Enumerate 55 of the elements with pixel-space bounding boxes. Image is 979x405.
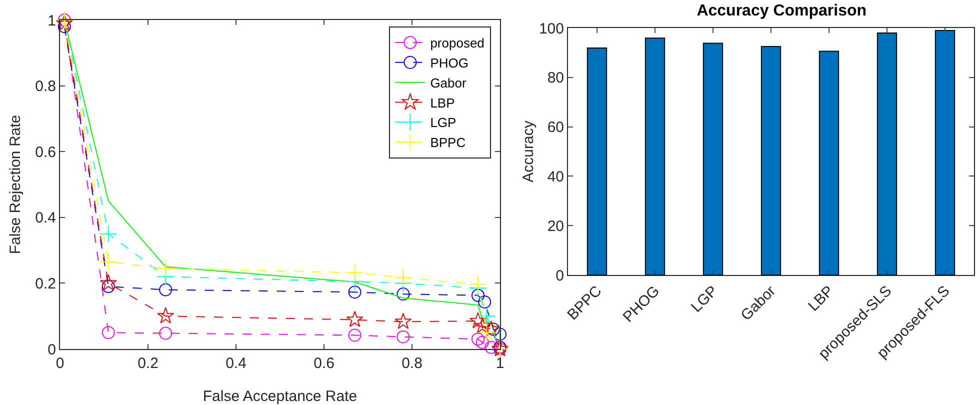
- point: [100, 252, 118, 271]
- point: [476, 336, 489, 349]
- y-tick-label: 40: [547, 168, 564, 186]
- point: [100, 274, 117, 290]
- legend-label: LGP: [430, 115, 456, 130]
- x-tick-label: 1: [496, 355, 504, 372]
- legend-label: PHOG: [430, 56, 468, 70]
- y-tick-label: 80: [547, 70, 564, 87]
- point: [478, 307, 496, 325]
- point: [102, 326, 115, 340]
- x-tick-label: 0.8: [402, 355, 422, 372]
- point: [346, 264, 364, 282]
- point: [100, 224, 118, 243]
- point: [472, 332, 484, 346]
- y-tick-label: 60: [547, 119, 564, 136]
- point: [474, 317, 491, 334]
- point: [469, 275, 487, 294]
- point: [478, 295, 492, 308]
- legend-label: Gabor: [430, 75, 467, 90]
- x-tick-label: 0.2: [138, 355, 158, 372]
- point: [348, 328, 362, 342]
- point: [157, 307, 174, 324]
- point: [56, 14, 73, 31]
- point: [156, 260, 174, 278]
- point: [348, 286, 362, 299]
- x-axis-title: False Acceptance Rate: [202, 388, 358, 405]
- point: [470, 312, 486, 328]
- point: [159, 326, 172, 340]
- legend-label: BPPC: [430, 135, 466, 150]
- point: [472, 288, 484, 302]
- point: [494, 328, 506, 341]
- point: [159, 283, 172, 296]
- point: [394, 312, 412, 329]
- y-tick-label: 0: [556, 267, 564, 284]
- y-axis-title: Accuracy: [520, 120, 537, 182]
- y-tick-label: 0.4: [35, 210, 56, 227]
- y-tick-label: 1: [48, 12, 56, 30]
- legend-label: LBP: [430, 95, 455, 110]
- legend-label: proposed: [430, 36, 484, 51]
- point: [346, 310, 364, 328]
- point: [486, 322, 500, 336]
- point: [396, 288, 410, 301]
- x-tick-label: 0.6: [314, 355, 334, 372]
- y-axis-title: False Rejection Rate: [7, 114, 24, 254]
- point: [394, 268, 412, 287]
- chart-title: Accuracy Comparison: [696, 2, 867, 20]
- y-tick-label: 0.6: [35, 144, 56, 161]
- point: [482, 320, 500, 337]
- point: [396, 330, 410, 344]
- x-tick-label: 0.4: [226, 355, 246, 372]
- y-tick-label: 20: [547, 218, 564, 235]
- y-tick-label: 100: [538, 20, 564, 38]
- point: [484, 340, 498, 354]
- point: [478, 324, 496, 342]
- y-tick-label: 0.8: [35, 78, 56, 96]
